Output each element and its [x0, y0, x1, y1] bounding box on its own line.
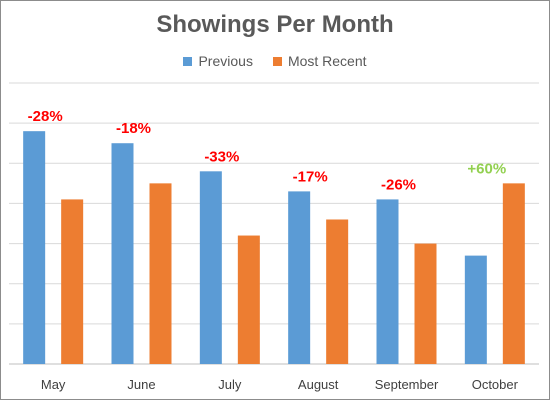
change-label-may: -28%	[28, 108, 63, 125]
x-tick-label-september: September	[375, 377, 439, 392]
bar-previous-september	[376, 199, 399, 364]
legend-item-most-recent: Most Recent	[272, 53, 367, 69]
chart-title: Showings Per Month	[156, 11, 394, 38]
legend-swatch-previous	[183, 56, 193, 66]
x-tick-label-june: June	[127, 377, 155, 392]
chart-legend: Previous Most Recent	[1, 53, 549, 69]
bar-most-recent-august	[326, 219, 349, 364]
bar-most-recent-september	[414, 243, 437, 364]
bar-previous-august	[288, 191, 311, 364]
bar-most-recent-july	[237, 235, 260, 364]
change-label-june: -18%	[116, 120, 151, 137]
legend-label-previous: Previous	[198, 53, 253, 69]
x-tick-label-july: July	[218, 377, 242, 392]
bar-most-recent-may	[61, 199, 84, 364]
x-tick-label-may: May	[41, 377, 66, 392]
bar-most-recent-june	[149, 183, 172, 364]
change-label-september: -26%	[381, 176, 416, 193]
bar-previous-july	[199, 171, 222, 364]
change-label-july: -33%	[204, 148, 239, 165]
bar-most-recent-october	[502, 183, 525, 364]
x-tick-label-october: October	[472, 377, 519, 392]
legend-label-most-recent: Most Recent	[287, 53, 367, 69]
change-label-october: +60%	[467, 160, 506, 177]
change-label-august: -17%	[293, 168, 328, 185]
bar-previous-october	[464, 255, 487, 364]
legend-item-previous: Previous	[183, 53, 253, 69]
bar-previous-may	[23, 131, 46, 364]
x-tick-label-august: August	[298, 377, 339, 392]
legend-swatch-most-recent	[272, 56, 282, 66]
bar-previous-june	[111, 143, 134, 364]
